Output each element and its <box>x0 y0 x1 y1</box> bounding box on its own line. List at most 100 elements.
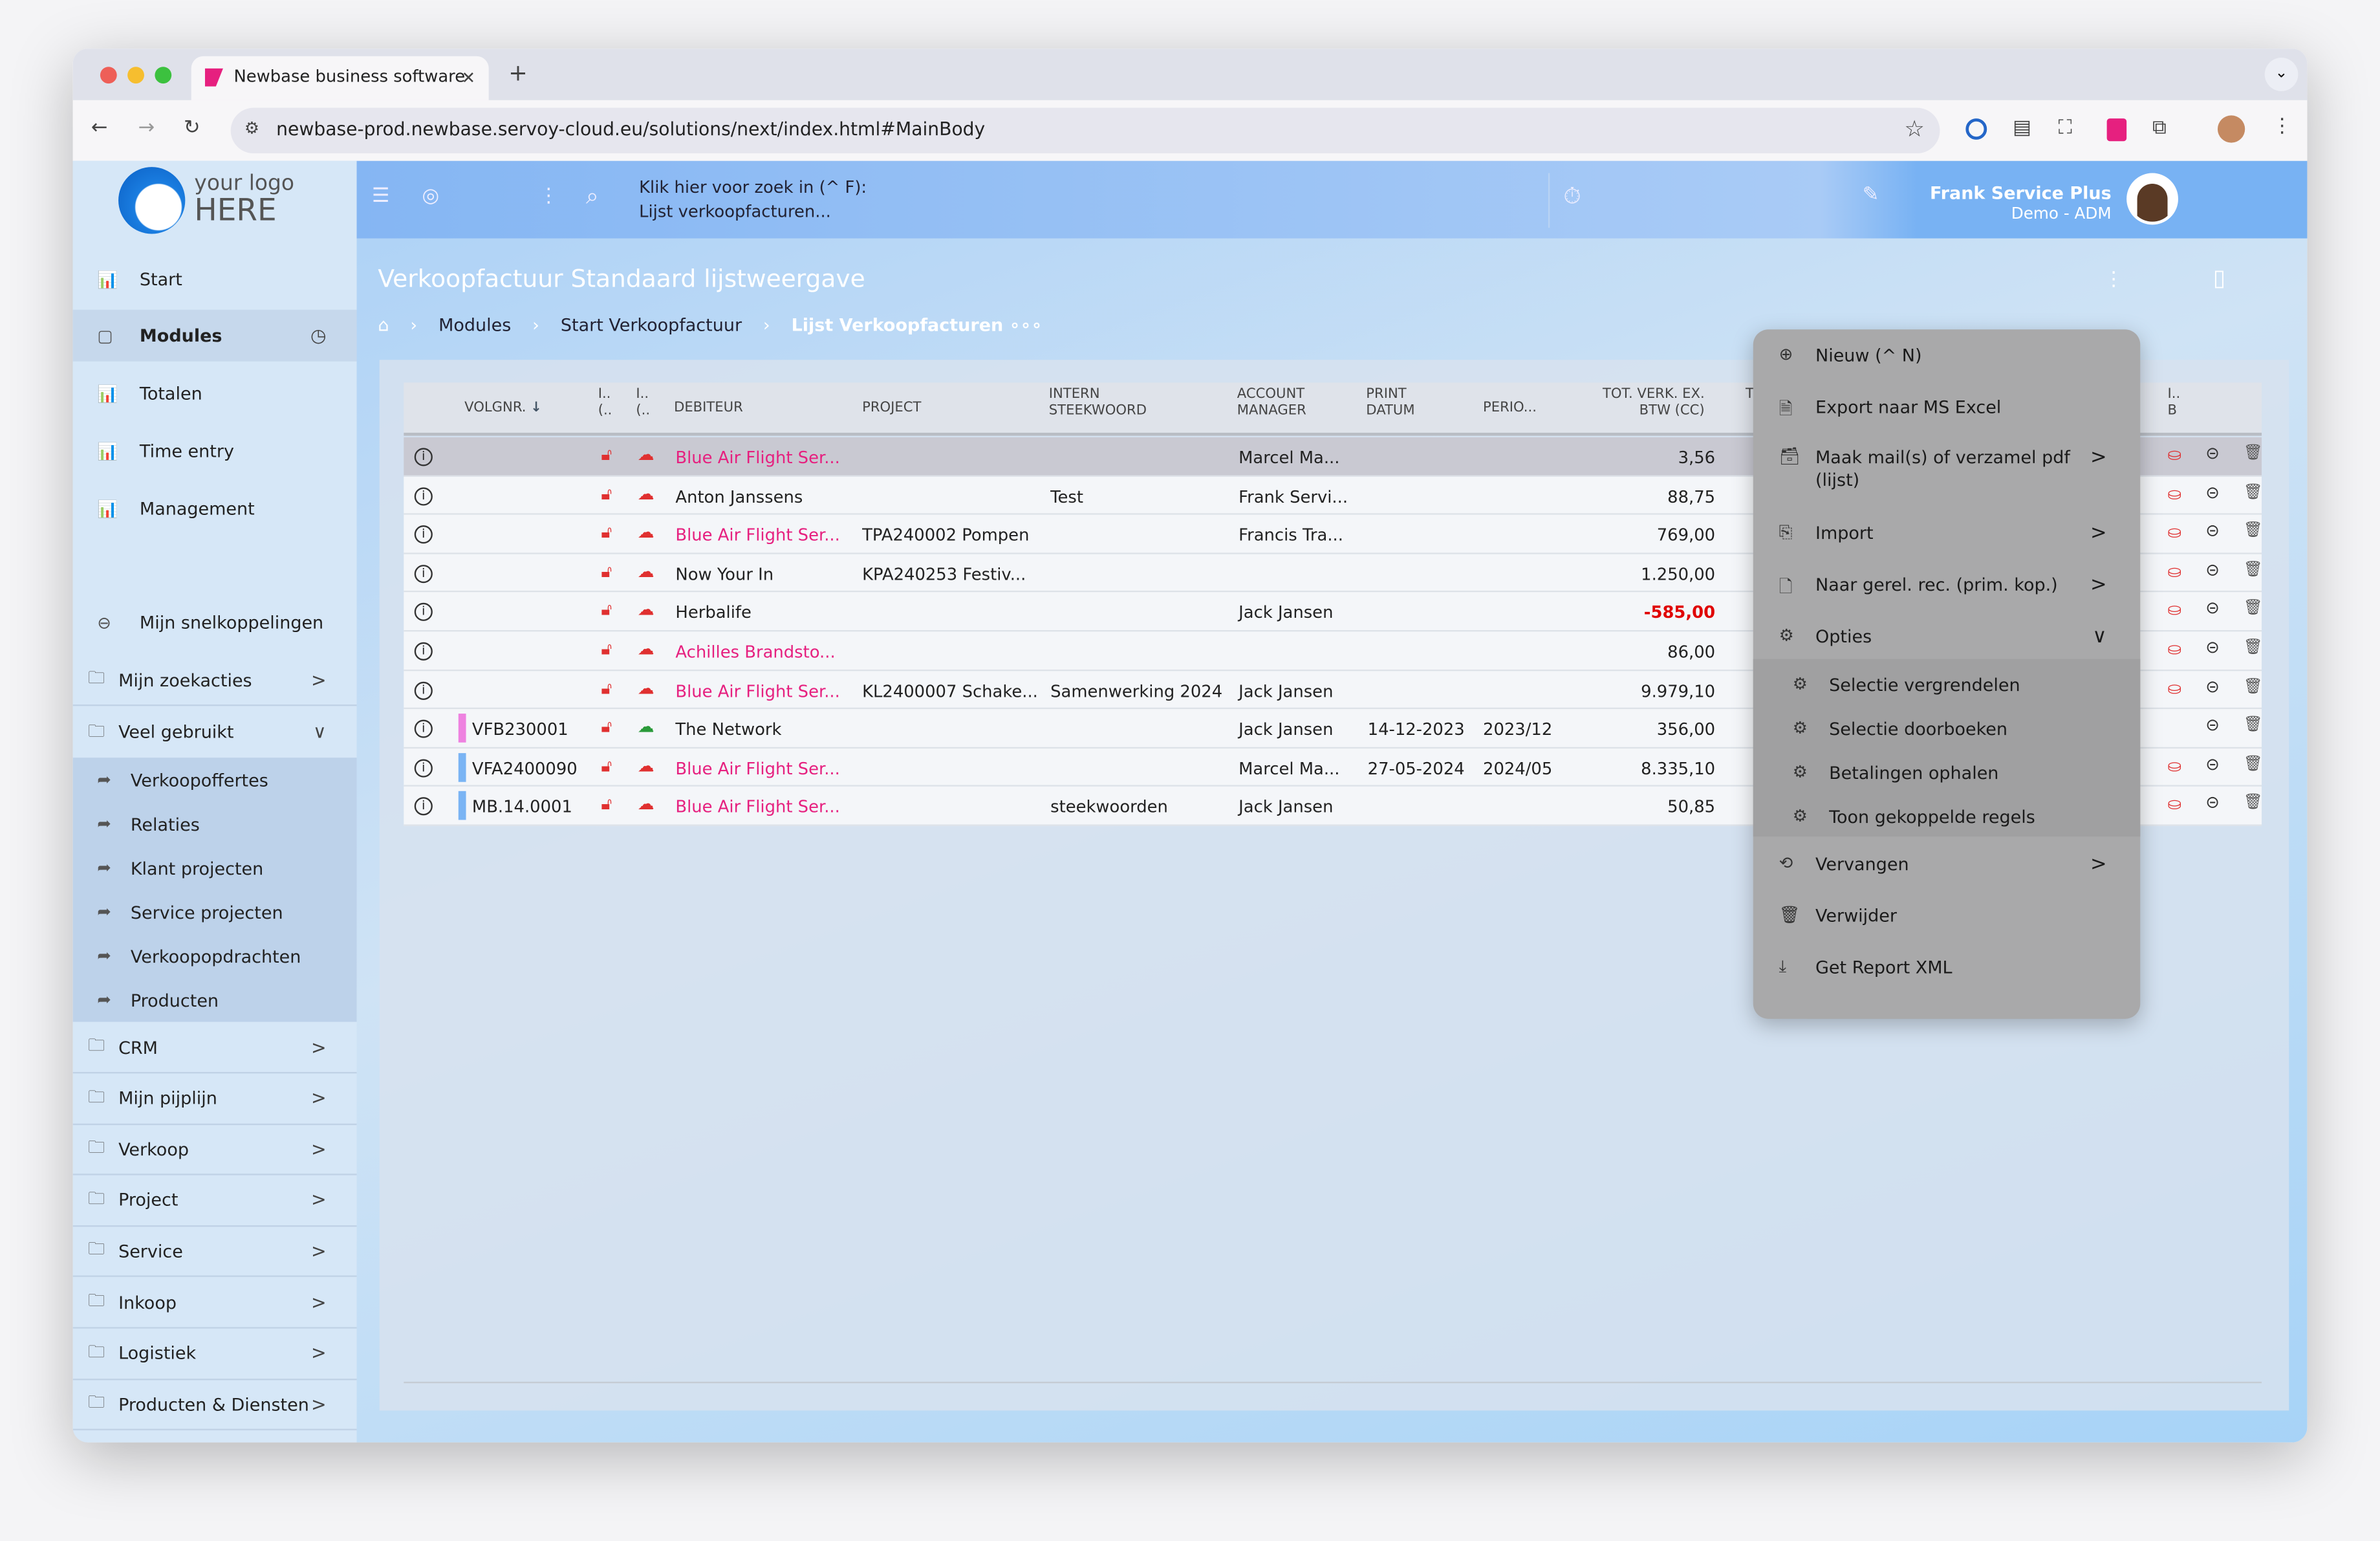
breadcrumb-start-verkoopfactuur[interactable]: Start Verkoopfactuur <box>560 314 742 336</box>
extension-icon[interactable]: ▤ <box>2013 116 2031 140</box>
trash-icon[interactable]: 🗑 <box>2243 756 2263 773</box>
sidebar-item-totalen[interactable]: 📊 Totalen <box>97 382 202 404</box>
sidebar-folder-mijn-zoekacties[interactable]: 🗀 Mijn zoekacties > <box>72 655 357 706</box>
info-icon[interactable]: i <box>414 564 433 583</box>
info-icon[interactable]: i <box>414 642 433 661</box>
bookmark-star-icon[interactable]: ☆ <box>1904 115 1925 143</box>
menu-item-betalingen-ophalen[interactable]: ⚙ Betalingen ophalen <box>1792 762 1999 784</box>
payment-coins-icon[interactable]: ⛀ <box>2167 639 2182 659</box>
trash-icon[interactable]: 🗑 <box>2243 600 2263 617</box>
menu-item-selectie-vergrendelen[interactable]: ⚙ Selectie vergrendelen <box>1792 674 2020 695</box>
col-debiteur[interactable]: DEBITEUR <box>674 400 743 417</box>
menu-item-nieuw[interactable]: ⊕ Nieuw (^ N) <box>1779 344 1922 366</box>
info-icon[interactable]: i <box>414 719 433 739</box>
cell-debiteur[interactable]: Blue Air Flight Ser... <box>675 759 840 779</box>
menu-item-vervangen[interactable]: ⟲ Vervangen > <box>1779 853 2107 877</box>
trash-icon[interactable]: 🗑 <box>2243 522 2263 540</box>
sidebar-item-time-entry[interactable]: 📊 Time entry <box>97 440 234 462</box>
close-window-button[interactable] <box>100 67 117 84</box>
back-icon[interactable]: ← <box>91 116 108 140</box>
info-icon[interactable]: i <box>414 798 433 816</box>
payment-coins-icon[interactable]: ⛀ <box>2167 794 2182 814</box>
history-icon[interactable]: ◷ <box>310 325 327 347</box>
menu-item-import[interactable]: ⎘ Import > <box>1779 522 2107 545</box>
trash-icon[interactable]: 🗑 <box>2243 639 2263 656</box>
sidebar-sub-item[interactable]: ➦ Producten <box>97 989 219 1011</box>
arrow-circle-icon[interactable]: ⊝ <box>2205 637 2220 658</box>
search-icon[interactable]: ⌕ <box>585 182 599 210</box>
sidebar-sub-item[interactable]: ➦ Service projecten <box>97 901 283 923</box>
arrow-circle-icon[interactable]: ⊝ <box>2205 443 2220 463</box>
reload-icon[interactable]: ↻ <box>183 116 200 140</box>
info-icon[interactable]: i <box>414 525 433 544</box>
forward-icon[interactable]: → <box>138 116 155 140</box>
copy-icon[interactable]: ▯ <box>2212 264 2226 292</box>
payment-coins-icon[interactable]: ⛀ <box>2167 444 2182 465</box>
compass-icon[interactable]: ◎ <box>422 185 440 208</box>
maximize-window-button[interactable] <box>155 67 172 84</box>
cell-debiteur[interactable]: The Network <box>675 719 782 740</box>
search-box[interactable]: Klik hier voor zoek in (^ F): Lijst verko… <box>639 177 867 222</box>
arrow-circle-icon[interactable]: ⊝ <box>2205 521 2220 541</box>
arrow-circle-icon[interactable]: ⊝ <box>2205 715 2220 736</box>
col-periode[interactable]: PERIO... <box>1483 400 1537 417</box>
sidebar-group[interactable]: 🗀 Producten & Diensten > <box>72 1379 357 1431</box>
home-icon[interactable]: ⌂ <box>378 314 389 336</box>
info-icon[interactable]: i <box>414 681 433 700</box>
edit-icon[interactable]: ✎ <box>1862 183 1879 207</box>
browser-tab[interactable]: Newbase business software ✕ <box>191 56 489 100</box>
trash-icon[interactable]: 🗑 <box>2243 483 2263 501</box>
arrow-circle-icon[interactable]: ⊝ <box>2205 598 2220 619</box>
menu-item-verwijder[interactable]: 🗑 Verwijder <box>1779 904 1898 926</box>
payment-coins-icon[interactable]: ⛀ <box>2167 678 2182 698</box>
menu-item-naar-gerel-rec[interactable]: 🗋 Naar gerel. rec. (prim. kop.) > <box>1753 574 2140 603</box>
sidebar-item-modules[interactable]: ▢ Modules ◷ <box>72 309 357 362</box>
sidebar-group[interactable]: 🗀 Service > <box>72 1226 357 1278</box>
trash-icon[interactable]: 🗑 <box>2243 561 2263 578</box>
sidebar-sub-item[interactable]: ➦ Klant projecten <box>97 857 264 879</box>
arrow-circle-icon[interactable]: ⊝ <box>2205 482 2220 502</box>
payment-coins-icon[interactable]: ⛀ <box>2167 561 2182 582</box>
menu-item-toon-gekoppelde-regels[interactable]: ⚙ Toon gekoppelde regels <box>1792 806 2035 828</box>
sidebar-item-start[interactable]: 📊 Start <box>97 268 182 290</box>
more-vertical-icon[interactable]: ⋮ <box>2103 268 2124 292</box>
payment-coins-icon[interactable]: ⛀ <box>2167 600 2182 620</box>
sidebar-group[interactable]: 🗀 Inkoop > <box>72 1277 357 1329</box>
trash-icon[interactable]: 🗑 <box>2243 678 2263 695</box>
arrow-circle-icon[interactable]: ⊝ <box>2205 793 2220 813</box>
info-icon[interactable]: i <box>414 448 433 466</box>
col-totaal[interactable]: TOT. VERK. EX. BTW (CC) <box>1603 387 1705 419</box>
close-tab-icon[interactable]: ✕ <box>461 68 476 89</box>
user-avatar[interactable] <box>2126 173 2178 225</box>
cell-debiteur[interactable]: Anton Janssens <box>675 486 803 507</box>
sidebar-sub-item[interactable]: ➦ Relaties <box>97 813 200 835</box>
payment-coins-icon[interactable]: ⛀ <box>2167 483 2182 504</box>
cell-debiteur[interactable]: Blue Air Flight Ser... <box>675 681 840 701</box>
user-info[interactable]: Frank Service Plus Demo - ADM <box>1929 182 2112 224</box>
cell-debiteur[interactable]: Now Your In <box>675 564 774 585</box>
timer-icon[interactable]: ⏱ <box>1563 182 1581 210</box>
menu-item-export-excel[interactable]: 🗎 Export naar MS Excel <box>1753 397 2140 426</box>
tab-list-button[interactable]: ⌄ <box>2264 58 2299 91</box>
password-manager-icon[interactable] <box>1965 118 1987 140</box>
col-t[interactable]: T <box>1746 387 1754 402</box>
arrow-circle-icon[interactable]: ⊝ <box>2205 754 2220 774</box>
sidebar-group[interactable]: 🗀 Verkoop > <box>72 1124 357 1176</box>
menu-item-maak-mail[interactable]: 🗃 Maak mail(s) of verzamel pdf (lijst) > <box>1779 446 2107 491</box>
cell-debiteur[interactable]: Blue Air Flight Ser... <box>675 798 840 818</box>
menu-item-get-report-xml[interactable]: ⤓ Get Report XML <box>1779 956 1953 978</box>
cell-debiteur[interactable]: Herbalife <box>675 603 752 624</box>
trash-icon[interactable]: 🗑 <box>2243 794 2263 812</box>
extension-pink-icon[interactable] <box>2106 118 2127 142</box>
trash-icon[interactable]: 🗑 <box>2243 444 2263 462</box>
col-ib[interactable]: I.. B <box>2167 387 2181 419</box>
col-print-datum[interactable]: PRINT DATUM <box>1366 387 1415 419</box>
col-volgnr[interactable]: VOLGNR. ↓ <box>464 400 542 417</box>
info-icon[interactable]: i <box>414 759 433 778</box>
more-vertical-icon[interactable]: ⋮ <box>539 185 559 208</box>
col-icon2[interactable]: I.. (.. <box>636 387 651 419</box>
url-input[interactable]: ⚙ newbase-prod.newbase.servoy-cloud.eu/s… <box>230 107 1940 154</box>
sidebar-group[interactable]: 🗀 CRM > <box>72 1022 357 1074</box>
site-settings-icon[interactable]: ⚙ <box>244 118 260 138</box>
new-tab-button[interactable]: + <box>508 59 528 87</box>
